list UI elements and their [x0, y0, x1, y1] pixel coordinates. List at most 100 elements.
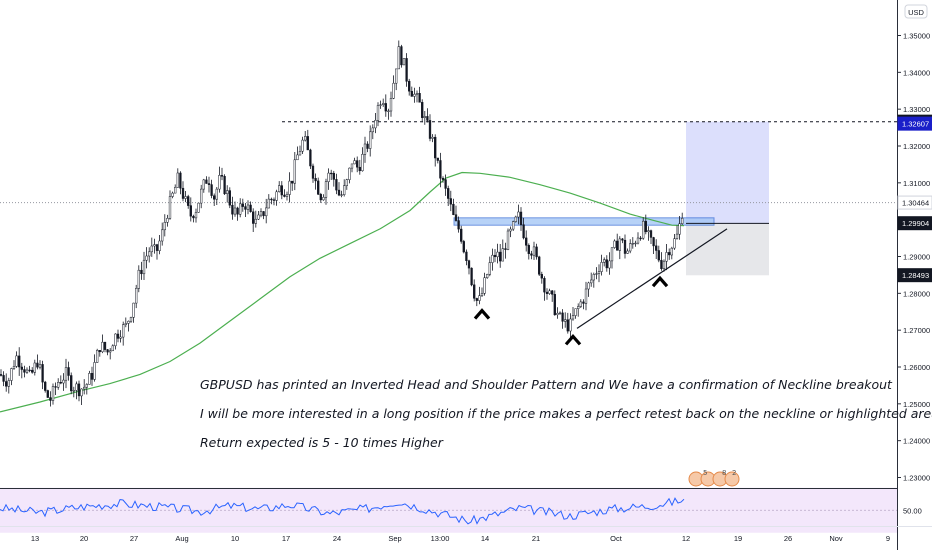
- candle-body: [662, 260, 666, 269]
- time-tick-label: 20: [80, 534, 88, 543]
- candle-body: [509, 228, 512, 232]
- candle-body: [452, 203, 455, 215]
- candle-body: [168, 196, 172, 219]
- candle-body: [361, 154, 364, 172]
- candle-body: [644, 220, 647, 233]
- time-tick-label: Sep: [388, 534, 401, 543]
- candle-body: [480, 293, 484, 296]
- candle-body: [473, 284, 476, 299]
- candle-body: [353, 160, 356, 165]
- price-marker-label: 1.29904: [902, 219, 929, 228]
- candle-body: [241, 203, 244, 207]
- candle-body: [176, 172, 179, 188]
- candle-body: [379, 104, 382, 106]
- currency-label: USD: [908, 8, 924, 17]
- candle-body: [415, 93, 419, 95]
- candle-body: [96, 350, 99, 363]
- candle-body: [540, 274, 543, 279]
- candle-body: [571, 315, 575, 320]
- candle-body: [402, 58, 406, 66]
- candle-body: [200, 188, 203, 204]
- candle-body: [631, 243, 634, 245]
- candle-body: [272, 199, 276, 201]
- candle-body: [561, 312, 564, 322]
- time-tick-label: Nov: [829, 534, 843, 543]
- price-tick-label: 1.33000: [903, 105, 930, 114]
- candle-body: [408, 80, 411, 92]
- candle-body: [470, 267, 473, 286]
- candle-body: [496, 251, 499, 258]
- candle-body: [197, 202, 200, 213]
- candle-body: [514, 216, 517, 222]
- candle-body: [345, 179, 348, 186]
- price-tick-label: 1.34000: [903, 68, 930, 77]
- price-tick-label: 1.25000: [903, 400, 930, 409]
- candle-body: [38, 364, 42, 368]
- candle-body: [189, 205, 192, 217]
- candle-body: [59, 382, 62, 384]
- candle-body: [423, 116, 426, 118]
- candle-body: [467, 260, 471, 269]
- candle-body: [129, 317, 133, 322]
- candle-body: [70, 375, 73, 392]
- price-tick-label: 1.23000: [903, 474, 930, 483]
- candle-body: [506, 230, 510, 250]
- candle-body: [124, 323, 127, 325]
- candle-body: [358, 166, 361, 172]
- currency-badge[interactable]: USD: [904, 4, 928, 19]
- candle-body: [259, 211, 263, 216]
- price-marker: [897, 116, 932, 131]
- price-marker: [897, 268, 932, 283]
- candle-body: [85, 384, 88, 388]
- candle-body: [155, 244, 159, 251]
- candle-body: [348, 167, 351, 180]
- head-mark: [564, 333, 582, 346]
- candle-body: [681, 218, 684, 224]
- right-shoulder-mark: [651, 275, 669, 288]
- price-tick-label: 1.35000: [903, 32, 930, 41]
- candle-body: [486, 274, 489, 278]
- candle-body: [28, 369, 31, 372]
- candle-body: [116, 333, 120, 339]
- candle-body: [218, 175, 221, 190]
- candle-body: [314, 178, 317, 182]
- price-tick-label: 1.27000: [903, 326, 930, 335]
- candle-body: [439, 160, 442, 179]
- candle-body: [148, 251, 151, 257]
- candle-body: [10, 368, 13, 381]
- candle-body: [135, 288, 138, 304]
- price-marker: [897, 195, 932, 210]
- candle-body: [246, 204, 250, 210]
- candle-body: [530, 253, 533, 256]
- candle-body: [252, 211, 255, 224]
- candle-body: [18, 355, 21, 368]
- candle-body: [527, 245, 530, 254]
- candle-body: [46, 390, 49, 398]
- candle-body: [626, 250, 629, 254]
- candle-body: [158, 240, 161, 251]
- candle-body: [389, 98, 393, 112]
- candle-body: [267, 198, 270, 209]
- candle-body: [15, 355, 18, 367]
- candle-body: [475, 298, 478, 301]
- candle-body: [553, 294, 556, 316]
- candle-body: [616, 240, 619, 251]
- candle-body: [44, 381, 47, 391]
- candle-body: [31, 369, 34, 373]
- candle-body: [652, 237, 655, 247]
- candle-body: [23, 369, 26, 373]
- candle-body: [642, 220, 645, 239]
- candle-body: [649, 230, 653, 238]
- candle-body: [608, 260, 611, 269]
- candle-body: [67, 367, 70, 376]
- time-tick-label: 14: [481, 534, 489, 543]
- candle-body: [332, 172, 335, 180]
- candle-body: [88, 373, 91, 385]
- candle-body: [57, 382, 60, 388]
- candle-body: [213, 195, 216, 200]
- candle-body: [291, 180, 294, 184]
- events-icon-cluster[interactable]: 5 8 2: [688, 469, 740, 489]
- candle-body: [384, 103, 387, 112]
- candle-body: [444, 179, 447, 189]
